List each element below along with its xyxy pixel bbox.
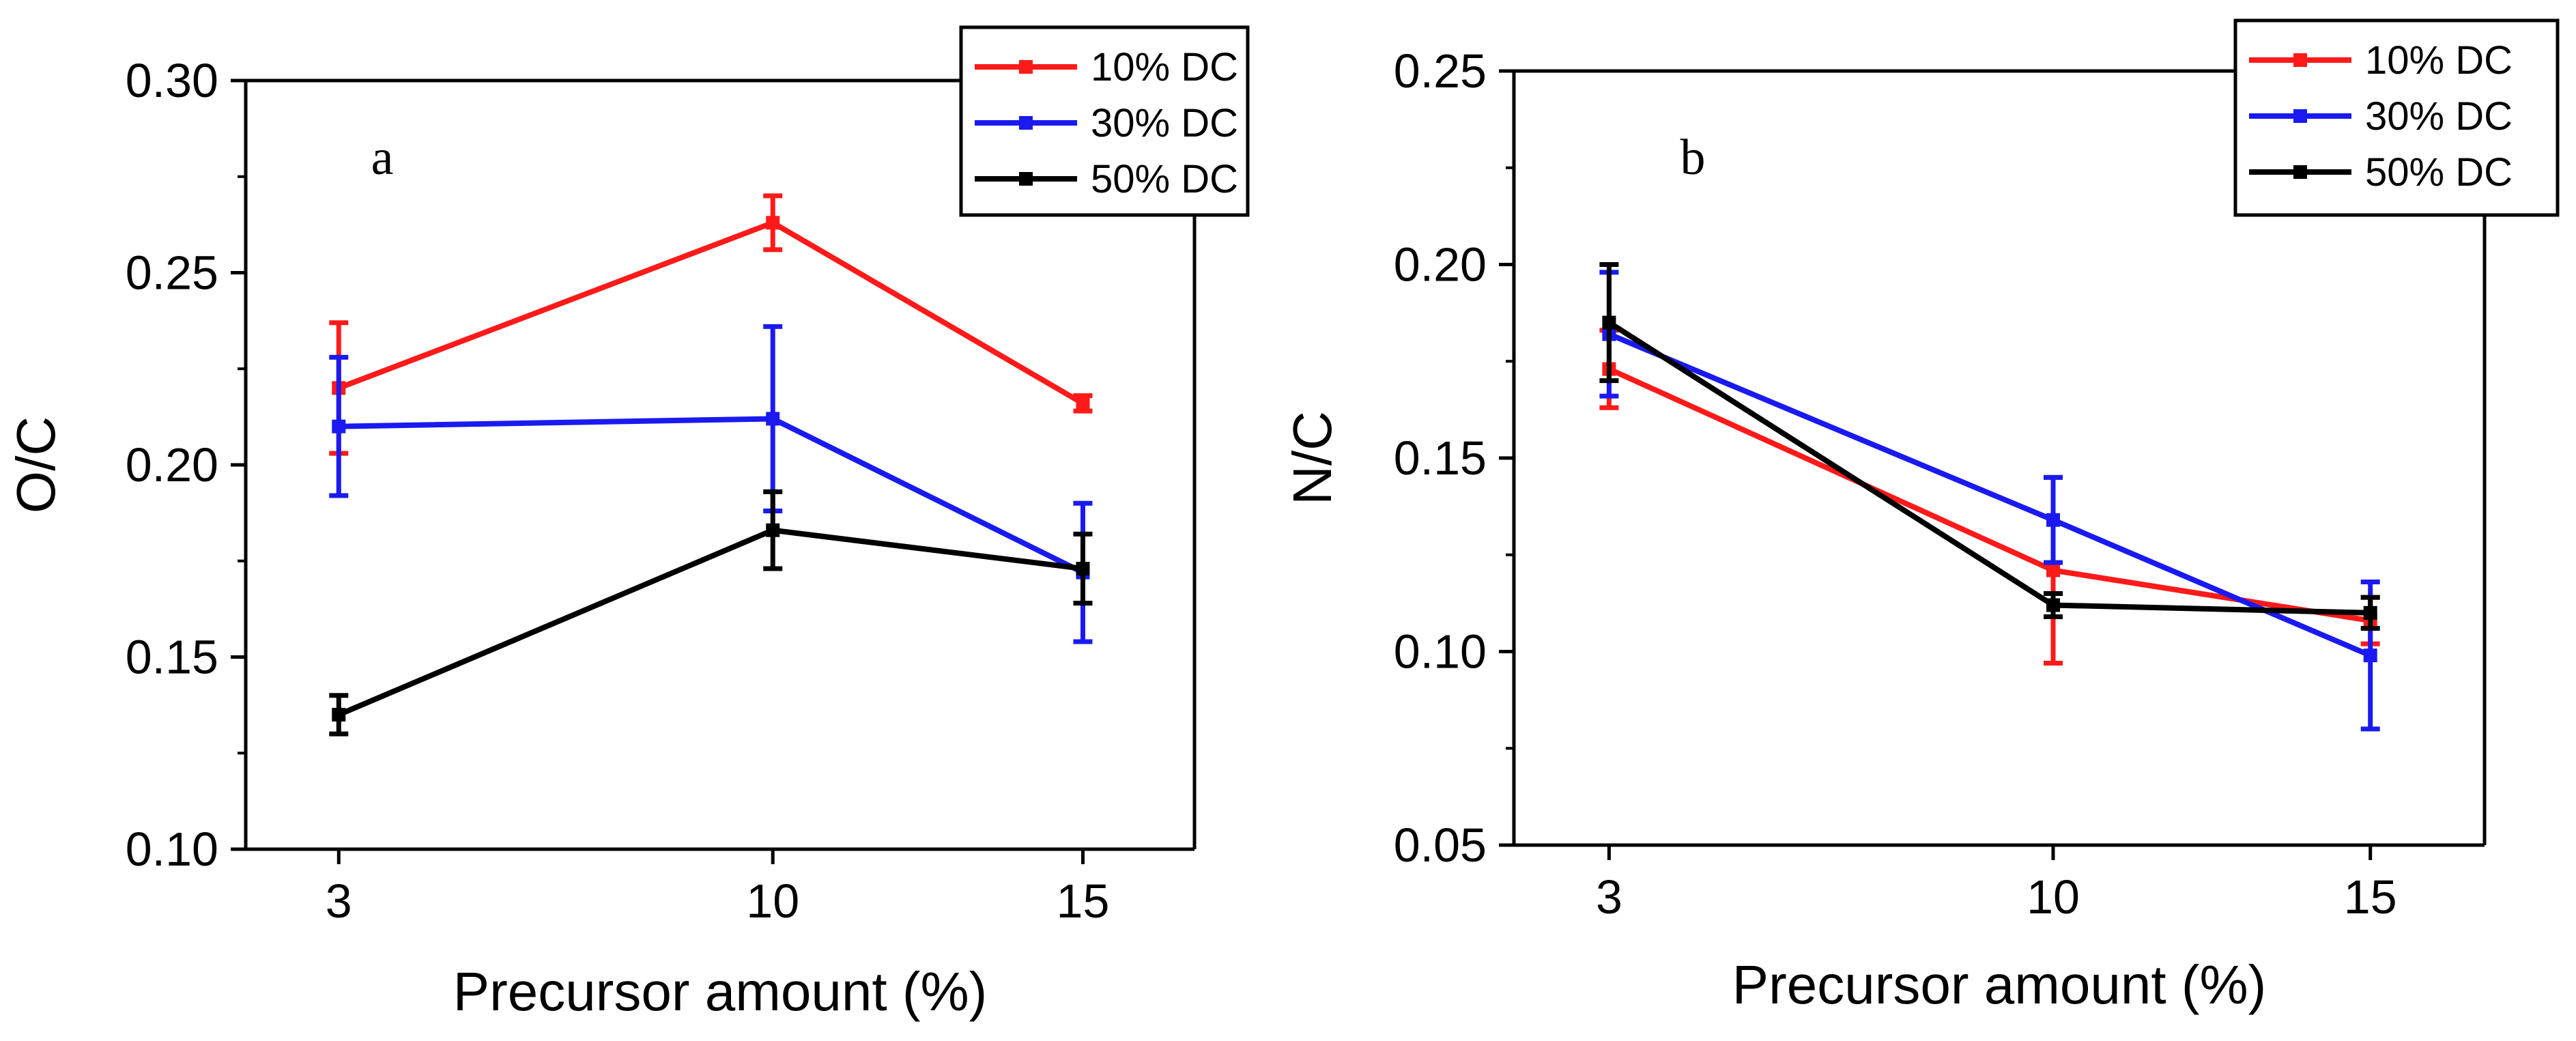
series-line: [337, 220, 1085, 406]
y-tick-label: 0.10: [1394, 625, 1487, 679]
y-tick-label: 0.05: [1394, 818, 1487, 872]
data-point: [766, 412, 780, 426]
x-tick-label: 3: [326, 874, 352, 928]
legend-marker: [2293, 109, 2307, 123]
x-tick-label: 10: [746, 874, 799, 928]
y-axis-title: O/C: [5, 416, 66, 513]
legend-label: 30% DC: [1091, 101, 1238, 145]
legend-marker: [1019, 116, 1033, 130]
legend-label: 10% DC: [1091, 45, 1238, 89]
panel-a: 0.10 0.15 0.20 0.25 0.30 3 10 15 Precursor amoun…: [5, 25, 1250, 1022]
y-tick-label: 0.25: [1394, 44, 1487, 98]
x-tick-label: 15: [2344, 870, 2397, 924]
data-point: [2363, 648, 2377, 663]
data-point: [2363, 605, 2377, 620]
panel-letter: a: [371, 130, 394, 186]
legend-label: 50% DC: [2365, 150, 2513, 195]
data-point: [2046, 598, 2060, 612]
data-point: [766, 523, 780, 537]
x-axis-title: Precursor amount (%): [1732, 954, 2266, 1015]
panel-letter: b: [1680, 130, 1706, 186]
legend-label: 30% DC: [2365, 94, 2513, 139]
y-tick-label: 0.20: [126, 438, 218, 491]
series-10dc: [329, 193, 1093, 456]
legend-marker: [2293, 53, 2307, 67]
y-tick-label: 0.10: [126, 823, 218, 876]
series-50dc: [329, 489, 1093, 737]
legend-marker: [1019, 172, 1033, 186]
series-line: [339, 416, 1085, 575]
legend-label: 10% DC: [2365, 38, 2513, 83]
panel-b: 0.05 0.10 0.15 0.20 0.25 3 10 15 Precursor amoun…: [1282, 18, 2560, 1015]
legend-label: 50% DC: [1091, 157, 1238, 201]
data-point: [2046, 513, 2060, 527]
x-tick-label: 15: [1057, 874, 1110, 928]
x-tick-label: 3: [1596, 870, 1622, 924]
series-line: [337, 527, 1083, 717]
y-tick-label: 0.20: [1394, 238, 1487, 291]
legend-marker: [2293, 165, 2307, 179]
x-axis-title: Precursor amount (%): [453, 961, 987, 1022]
data-point: [332, 707, 346, 722]
legend: 10% DC 30% DC 50% DC: [959, 25, 1250, 217]
data-point: [332, 419, 346, 433]
data-point: [766, 216, 780, 230]
series-line: [1607, 331, 2372, 658]
y-axis-title: N/C: [1282, 411, 1343, 505]
y-tick-label: 0.15: [126, 631, 218, 684]
y-tick-label: 0.15: [1394, 431, 1487, 485]
x-tick-label: 10: [2027, 870, 2080, 924]
legend: 10% DC 30% DC 50% DC: [2233, 18, 2560, 217]
data-point: [2046, 563, 2060, 577]
data-point: [1076, 396, 1090, 410]
series-30dc: [329, 324, 1093, 644]
y-tick-label: 0.30: [126, 54, 218, 107]
series-50dc: [1599, 262, 2380, 631]
series-line: [1607, 320, 2371, 616]
series-30dc: [1599, 270, 2380, 732]
legend-marker: [1019, 60, 1033, 74]
data-point: [1602, 315, 1616, 330]
y-tick-label: 0.25: [126, 246, 218, 300]
data-point: [1076, 562, 1090, 576]
